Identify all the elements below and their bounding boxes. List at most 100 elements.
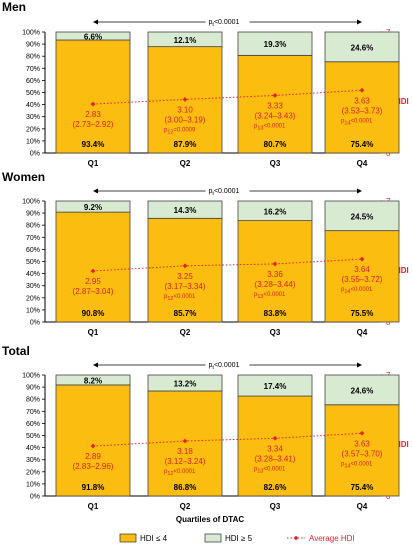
- y-right-axis-label: HDI: [395, 266, 409, 275]
- legend-swatch: [119, 533, 137, 543]
- category-label: Q1: [88, 502, 99, 511]
- average-hdi-value: 2.89: [85, 452, 101, 461]
- pairwise-p-label: p14<0.0001: [341, 118, 373, 126]
- pairwise-p-label: p13<0.0001: [254, 292, 286, 300]
- y-left-tick-label: 20%: [26, 295, 40, 302]
- label-hdi-le4: 93.4%: [82, 140, 105, 149]
- trend-label-bg: [205, 16, 250, 26]
- bar-hdi-le4: [237, 220, 313, 323]
- y-right-tick-label: 0: [386, 149, 391, 158]
- y-left-tick-label: 40%: [26, 102, 40, 109]
- label-hdi-ge5: 6.6%: [84, 32, 102, 41]
- bar-hdi-le4: [147, 390, 223, 497]
- bar-hdi-ge5: [237, 200, 313, 222]
- y-left-tick-label: 70%: [26, 409, 40, 416]
- panel-title: Women: [2, 170, 45, 184]
- average-hdi-ci: (3.17–3.34): [165, 282, 206, 291]
- y-left-tick-label: 70%: [26, 66, 40, 73]
- y-left-tick-label: 100%: [22, 30, 40, 37]
- bar-hdi-le4: [237, 395, 313, 497]
- label-hdi-le4: 75.4%: [351, 483, 374, 492]
- average-hdi-marker: [272, 261, 278, 267]
- average-hdi-value: 3.18: [177, 447, 193, 456]
- x-axis-title: Quartiles of DTAC: [176, 515, 245, 524]
- category-label: Q3: [270, 328, 281, 337]
- legend-label: Average HDI: [309, 534, 355, 543]
- legend-swatch: [204, 533, 222, 543]
- chart-panel-men: Men0%10%20%30%40%50%60%70%80%90%100%0123…: [2, 0, 409, 168]
- label-hdi-ge5: 24.5%: [351, 212, 374, 221]
- y-right-axis-label: HDI: [395, 440, 409, 449]
- y-right-tick-label: 0: [386, 492, 391, 501]
- category-label: Q4: [357, 502, 368, 511]
- average-hdi-marker: [272, 93, 278, 98]
- average-hdi-marker: [272, 435, 278, 441]
- average-hdi-line: [92, 432, 363, 447]
- pairwise-p-label: p13<0.0001: [254, 123, 286, 131]
- y-left-tick-label: 50%: [26, 259, 40, 266]
- average-hdi-value: 3.25: [177, 272, 193, 281]
- pairwise-p-label: p12<0.0001: [164, 294, 196, 302]
- trend-p-label: pt<0.0001: [209, 362, 240, 371]
- average-hdi-value: 3.63: [354, 439, 370, 448]
- average-hdi-line: [92, 89, 363, 105]
- bar-hdi-ge5: [147, 31, 223, 48]
- average-hdi-value: 3.33: [267, 101, 283, 110]
- trend-p-label: pt<0.0001: [209, 188, 240, 197]
- category-label: Q4: [357, 328, 368, 337]
- trend-arrow-head-right: [357, 362, 362, 368]
- label-hdi-ge5: 9.2%: [84, 203, 102, 212]
- average-hdi-ci: (3.00–3.19): [165, 115, 206, 124]
- label-hdi-ge5: 13.2%: [174, 379, 197, 388]
- trend-p-label: pt<0.0001: [209, 19, 240, 28]
- bar-hdi-le4: [324, 404, 400, 497]
- average-hdi-ci: (2.87–3.04): [73, 287, 114, 296]
- average-hdi-ci: (3.28–3.44): [255, 280, 296, 289]
- category-label: Q2: [180, 328, 191, 337]
- bar-hdi-ge5: [324, 200, 400, 232]
- y-left-tick-label: 20%: [26, 469, 40, 476]
- y-right-axis-label: HDI: [395, 97, 409, 106]
- y-left-tick-label: 10%: [26, 307, 40, 314]
- label-hdi-ge5: 16.2%: [264, 207, 287, 216]
- bar-hdi-le4: [324, 61, 400, 154]
- trend-arrow-head-left: [93, 362, 98, 368]
- bar-hdi-le4: [324, 230, 400, 323]
- y-left-tick-label: 40%: [26, 271, 40, 278]
- bar-hdi-le4: [55, 384, 131, 497]
- label-hdi-le4: 87.9%: [174, 140, 197, 149]
- legend-label: HDI ≥ 5: [225, 534, 253, 543]
- average-hdi-marker: [359, 87, 365, 93]
- panel-title: Total: [2, 344, 30, 358]
- y-left-tick-label: 20%: [26, 126, 40, 133]
- bar-hdi-le4: [237, 54, 313, 154]
- category-label: Q1: [88, 328, 99, 337]
- y-left-tick-label: 100%: [22, 199, 40, 206]
- average-hdi-ci: (3.28–3.41): [255, 454, 296, 463]
- y-left-tick-label: 10%: [26, 138, 40, 145]
- average-hdi-value: 3.64: [354, 265, 370, 274]
- average-hdi-ci: (2.83–2.96): [73, 462, 114, 471]
- average-hdi-marker: [90, 101, 96, 107]
- bar-hdi-ge5: [55, 374, 131, 386]
- pairwise-p-label: p12=0.0009: [164, 127, 196, 135]
- y-right-tick-label: 0: [386, 318, 391, 327]
- y-left-tick-label: 10%: [26, 481, 40, 488]
- average-hdi-ci: (3.12–3.24): [165, 457, 206, 466]
- label-hdi-le4: 80.7%: [264, 140, 287, 149]
- label-hdi-le4: 86.8%: [174, 483, 197, 492]
- label-hdi-le4: 75.5%: [351, 309, 374, 318]
- y-left-tick-label: 50%: [26, 433, 40, 440]
- average-hdi-value: 2.83: [85, 110, 101, 119]
- y-left-tick-label: 80%: [26, 223, 40, 230]
- bar-hdi-ge5: [147, 374, 223, 392]
- category-label: Q3: [270, 502, 281, 511]
- pairwise-p-label: p14<0.0001: [341, 287, 373, 295]
- label-hdi-le4: 83.8%: [264, 309, 287, 318]
- bar-hdi-ge5: [55, 31, 131, 41]
- category-label: Q4: [357, 159, 368, 168]
- average-hdi-value: 3.10: [177, 105, 193, 114]
- average-hdi-marker: [90, 443, 96, 449]
- trend-arrow-head-right: [357, 19, 362, 25]
